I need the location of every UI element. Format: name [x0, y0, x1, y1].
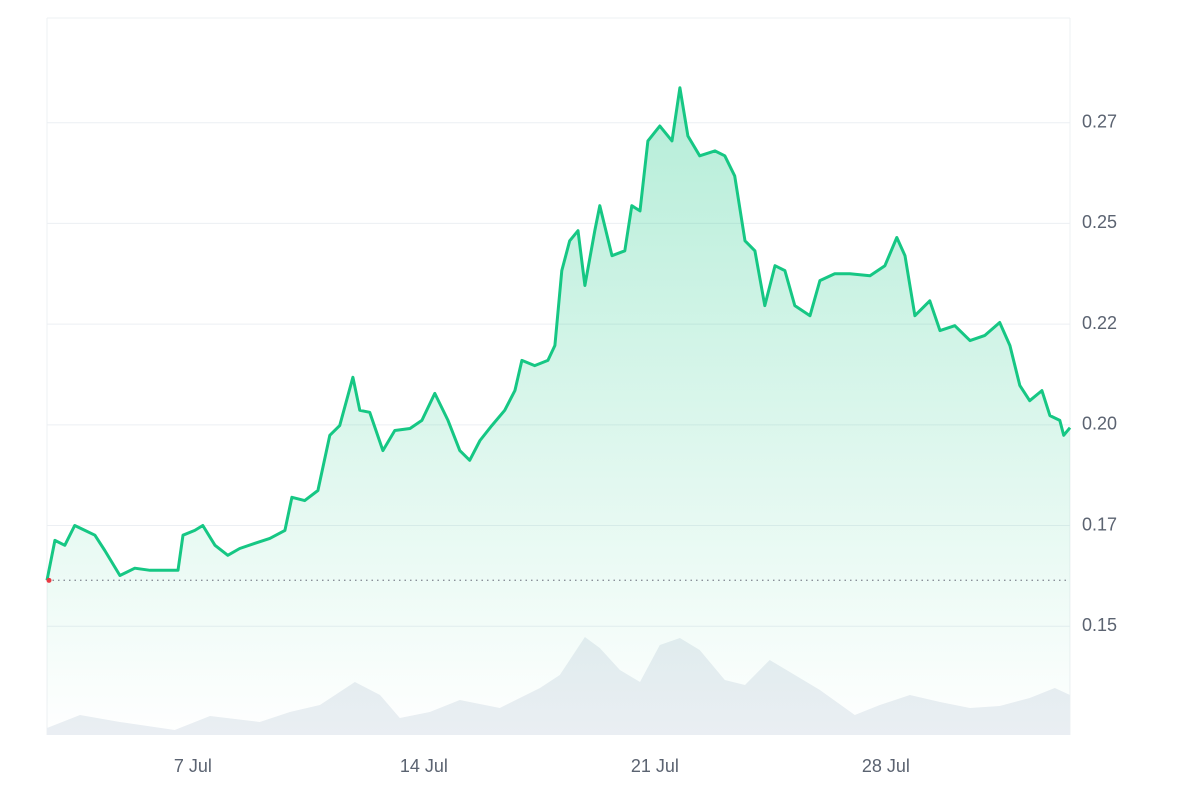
y-tick-label: 0.22 [1082, 313, 1117, 333]
y-tick-label: 0.20 [1082, 414, 1117, 434]
price-line [45, 86, 1072, 581]
y-tick-label: 0.27 [1082, 111, 1117, 131]
y-tick-label: 0.15 [1082, 615, 1117, 635]
price-area [47, 87, 1070, 735]
x-tick-label: 7 Jul [174, 756, 212, 776]
x-tick-label: 28 Jul [862, 756, 910, 776]
x-tick-label: 21 Jul [631, 756, 679, 776]
y-tick-label: 0.25 [1082, 212, 1117, 232]
x-tick-label: 14 Jul [400, 756, 448, 776]
y-tick-label: 0.17 [1082, 514, 1117, 534]
start-dot [46, 577, 52, 583]
